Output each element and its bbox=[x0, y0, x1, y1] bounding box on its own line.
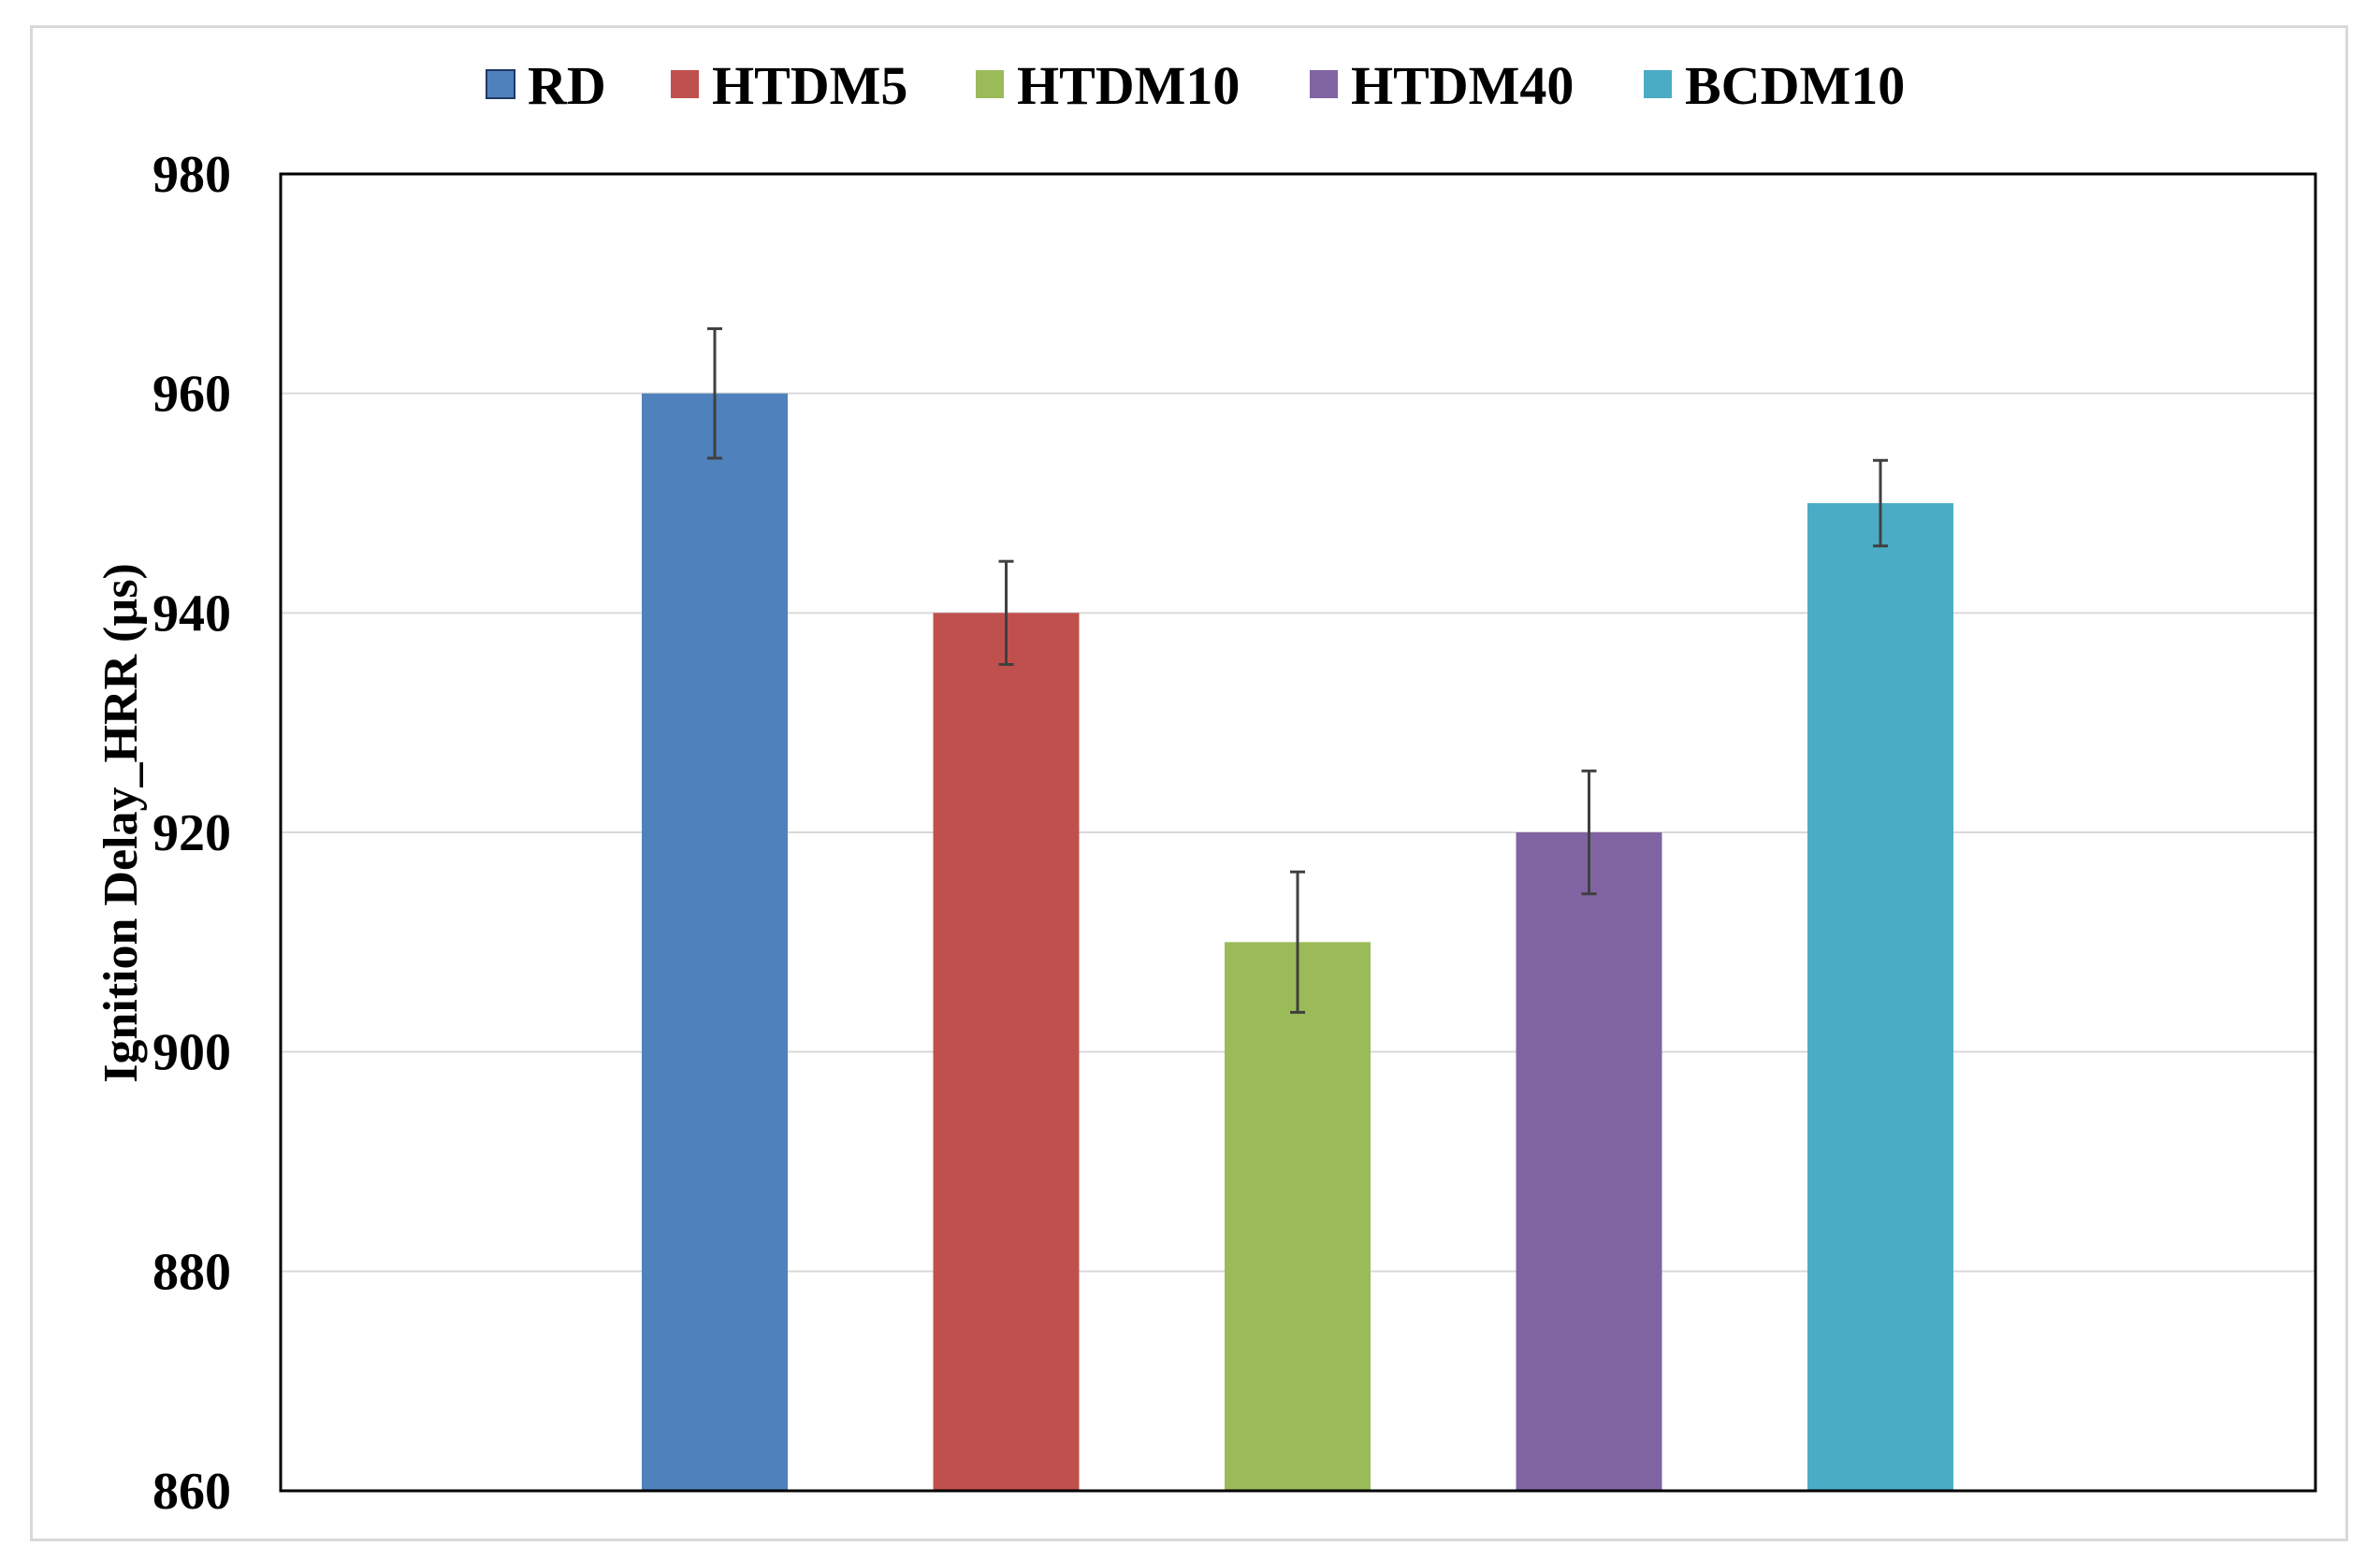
legend-item-rd: RD bbox=[486, 55, 606, 116]
y-tick-label: 960 bbox=[152, 366, 231, 424]
bar-htdm5 bbox=[933, 613, 1080, 1491]
error-bar-htdm5 bbox=[998, 559, 1014, 666]
legend-swatch bbox=[1644, 70, 1672, 98]
y-tick-label: 880 bbox=[152, 1243, 231, 1301]
y-axis-ticks: 860 880 900 920 940 960 980 bbox=[152, 146, 231, 1521]
bar-rd bbox=[642, 393, 788, 1492]
error-bar-rd bbox=[707, 326, 722, 460]
legend-label: RD bbox=[528, 55, 606, 116]
legend-label: HTDM5 bbox=[712, 55, 907, 116]
legend-swatch bbox=[1310, 70, 1338, 98]
plot-area-border bbox=[279, 172, 2317, 1493]
y-tick-label: 900 bbox=[152, 1024, 231, 1082]
legend-swatch bbox=[486, 69, 515, 99]
legend: RD HTDM5 HTDM10 HTDM40 BCDM10 bbox=[486, 55, 1905, 116]
legend-item-htdm5: HTDM5 bbox=[671, 55, 907, 116]
y-tick-label: 940 bbox=[152, 585, 231, 643]
legend-item-htdm40: HTDM40 bbox=[1310, 55, 1574, 116]
legend-label: HTDM10 bbox=[1017, 55, 1240, 116]
bar-htdm40 bbox=[1516, 832, 1662, 1491]
y-tick-label: 920 bbox=[152, 804, 231, 862]
error-bar-htdm10 bbox=[1290, 870, 1305, 1014]
error-bars bbox=[707, 326, 1888, 1014]
error-bar-htdm40 bbox=[1581, 769, 1597, 896]
error-bar-bcdm10 bbox=[1873, 458, 1888, 548]
y-axis-title: Ignition Delay_HRR (µs) bbox=[94, 563, 148, 1083]
legend-label: BCDM10 bbox=[1685, 55, 1905, 116]
y-tick-label: 980 bbox=[152, 146, 231, 204]
legend-label: HTDM40 bbox=[1351, 55, 1574, 116]
chart-frame bbox=[30, 25, 2348, 1541]
legend-item-bcdm10: BCDM10 bbox=[1644, 55, 1905, 116]
y-tick-label: 860 bbox=[152, 1463, 231, 1521]
legend-item-htdm10: HTDM10 bbox=[976, 55, 1240, 116]
legend-swatch bbox=[671, 70, 699, 98]
bars bbox=[642, 393, 1953, 1492]
bar-bcdm10 bbox=[1807, 503, 1953, 1491]
legend-swatch bbox=[976, 70, 1004, 98]
bar-htdm10 bbox=[1225, 942, 1371, 1491]
